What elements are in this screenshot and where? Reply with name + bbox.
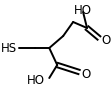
Text: HO: HO <box>27 74 45 86</box>
Text: HO: HO <box>74 4 92 16</box>
Text: HS: HS <box>1 42 17 55</box>
Text: O: O <box>81 68 90 80</box>
Text: O: O <box>101 34 110 46</box>
